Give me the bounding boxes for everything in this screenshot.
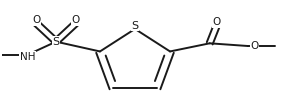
Text: O: O: [32, 16, 40, 26]
Text: O: O: [213, 17, 221, 27]
Text: O: O: [72, 16, 80, 26]
Text: O: O: [250, 41, 259, 51]
Text: S: S: [131, 21, 139, 31]
Text: NH: NH: [20, 52, 36, 62]
Text: S: S: [53, 37, 60, 47]
